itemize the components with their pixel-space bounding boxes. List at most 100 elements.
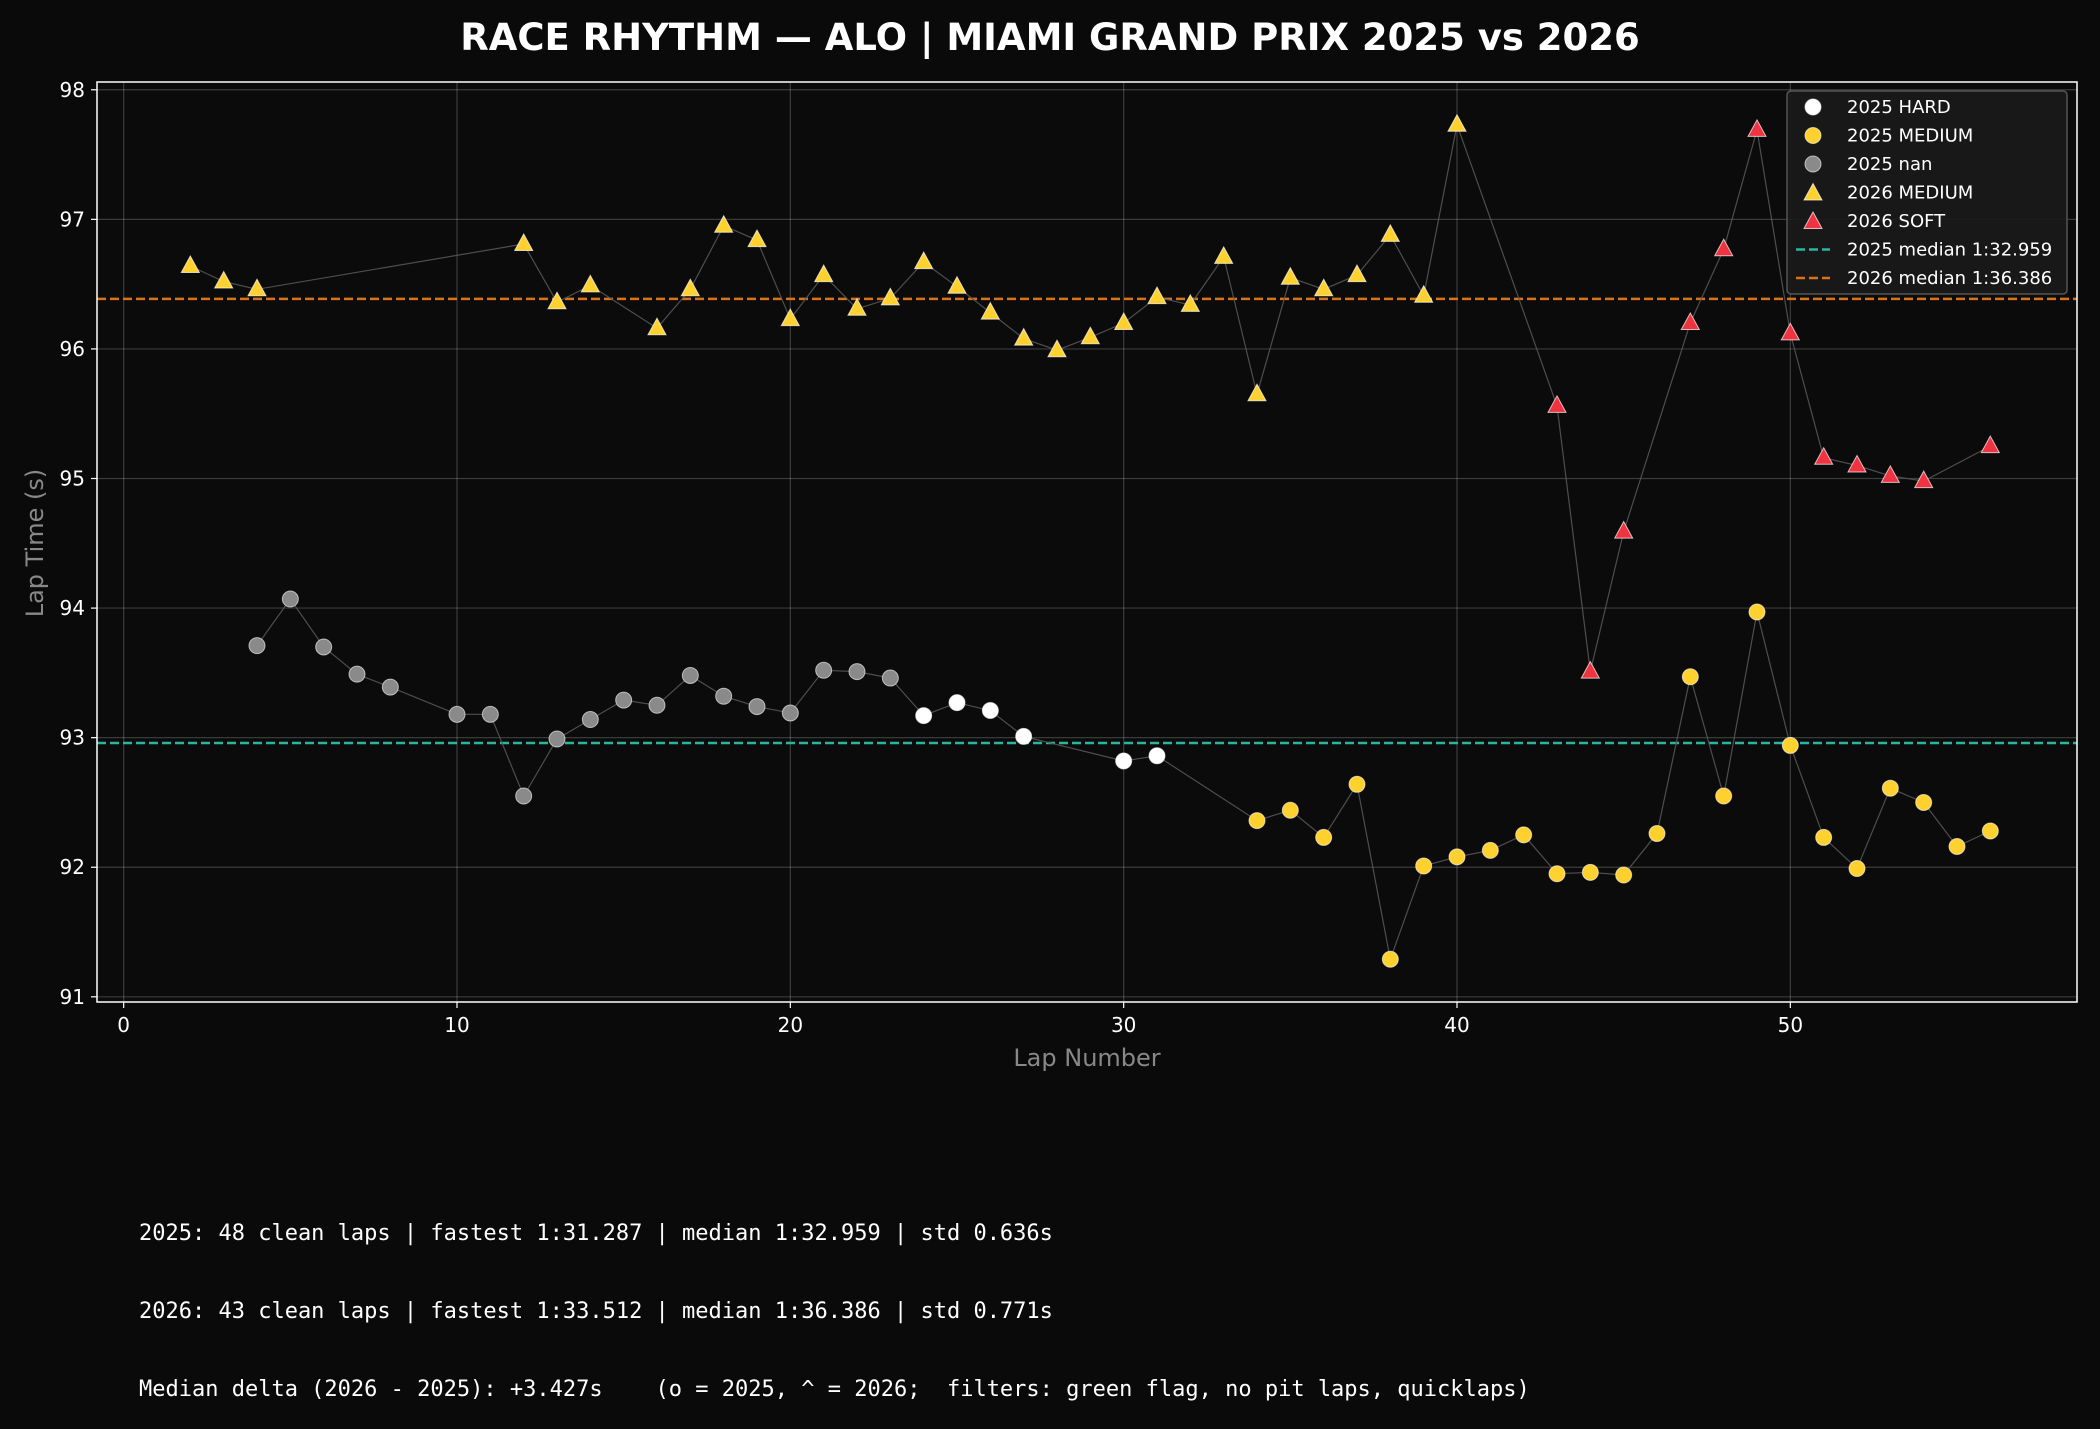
point-2025-nan xyxy=(581,711,599,729)
point-2025-nan xyxy=(881,669,899,687)
x-tick-label: 30 xyxy=(1111,1013,1136,1037)
grid-lines xyxy=(97,82,2077,1002)
point-2025-medium xyxy=(1515,826,1533,844)
point-2026-medium xyxy=(1347,264,1367,283)
point-2026-medium xyxy=(1247,383,1267,402)
point-2026-medium xyxy=(1313,278,1334,297)
point-2025-medium xyxy=(1248,812,1266,830)
point-2025-medium xyxy=(1948,838,1966,856)
point-2025-nan xyxy=(381,678,399,696)
point-2025-nan xyxy=(748,698,766,716)
point-2025-nan xyxy=(515,787,533,805)
y-tick-label: 94 xyxy=(60,596,85,620)
point-2025-nan xyxy=(548,730,566,748)
x-tick-label: 40 xyxy=(1444,1013,1469,1037)
point-2025-medium xyxy=(1548,865,1566,883)
point-2025-medium xyxy=(1781,736,1799,754)
y-tick-label: 96 xyxy=(60,337,85,361)
y-tick-label: 98 xyxy=(60,78,85,102)
point-2026-medium xyxy=(1047,339,1067,358)
point-2026-medium xyxy=(1080,326,1101,345)
point-2025-medium xyxy=(1648,825,1666,843)
point-2025-hard xyxy=(915,707,933,725)
point-2025-nan xyxy=(781,704,799,722)
point-2025-medium xyxy=(1481,841,1499,859)
legend: 2025 HARD 2025 MEDIUM 2025 nan 2026 MEDIUM 2… xyxy=(1786,90,2068,295)
point-2025-hard xyxy=(1015,727,1033,745)
point-2025-nan xyxy=(348,665,366,683)
point-2025-nan xyxy=(681,666,699,684)
race-rhythm-chart: RACE RHYTHM — ALO | MIAMI GRAND PRIX 202… xyxy=(21,16,2078,1072)
point-2026-medium xyxy=(1147,286,1167,305)
point-2026-soft xyxy=(1547,394,1567,413)
point-2025-hard xyxy=(1115,752,1133,770)
point-2025-nan xyxy=(815,661,833,679)
x-axis-label: Lap Number xyxy=(1013,1044,1160,1072)
point-2025-nan xyxy=(248,637,266,655)
point-2026-medium xyxy=(880,287,901,306)
point-2025-nan xyxy=(481,705,499,723)
point-2026-soft xyxy=(1880,464,1901,483)
point-2025-medium xyxy=(1848,860,1866,878)
point-2026-medium xyxy=(1280,266,1301,285)
point-2026-medium xyxy=(1013,327,1034,346)
legend-marker xyxy=(1803,182,1823,201)
y-tick-label: 92 xyxy=(60,855,85,879)
point-2026-medium xyxy=(1113,311,1134,330)
point-2026-medium xyxy=(513,232,534,251)
point-2026-medium xyxy=(180,254,201,273)
point-2025-medium xyxy=(1615,866,1633,884)
y-axis-ticks: 91 92 93 94 95 96 97 98 xyxy=(60,78,97,1009)
summary-line-2026: 2026: 43 clean laps | fastest 1:33.512 |… xyxy=(139,1299,1053,1324)
y-tick-label: 97 xyxy=(60,207,85,231)
point-2025-nan xyxy=(848,663,866,681)
legend-marker xyxy=(1804,98,1822,116)
point-2025-hard xyxy=(948,694,966,712)
legend-label: 2025 HARD xyxy=(1847,97,1951,118)
y-axis-label: Lap Time (s) xyxy=(21,469,49,618)
point-2026-medium xyxy=(947,275,967,294)
x-axis-ticks: 0 10 20 30 40 50 xyxy=(117,1002,1803,1037)
legend-label: 2025 nan xyxy=(1847,154,1932,175)
point-2026-medium xyxy=(747,229,767,248)
y-tick-label: 93 xyxy=(60,726,85,750)
median-lines xyxy=(97,297,2077,745)
point-2025-hard xyxy=(981,701,999,719)
legend-label: 2025 median 1:32.959 xyxy=(1847,240,2052,261)
point-2026-medium xyxy=(580,274,601,293)
plot-area xyxy=(97,82,2077,1002)
point-2025-medium xyxy=(1281,801,1299,819)
point-2025-medium xyxy=(1381,950,1399,968)
point-2026-medium xyxy=(213,270,234,289)
connector-line-2025 xyxy=(256,597,1991,962)
summary-line-delta: Median delta (2026 - 2025): +3.427s (o =… xyxy=(139,1377,1530,1402)
point-2026-soft xyxy=(1813,446,1834,465)
point-2025-medium xyxy=(1415,857,1433,875)
point-2025-medium xyxy=(1448,848,1466,866)
point-2026-soft xyxy=(1713,238,1734,257)
point-2025-medium xyxy=(1881,779,1899,797)
point-2026-medium xyxy=(1447,113,1467,132)
point-2025-nan xyxy=(615,691,633,709)
point-2026-medium xyxy=(1213,245,1234,264)
legend-label: 2025 MEDIUM xyxy=(1847,126,1973,147)
summary-line-2025: 2025: 48 clean laps | fastest 1:31.287 |… xyxy=(139,1221,1053,1246)
point-2026-medium xyxy=(547,291,567,310)
legend-marker xyxy=(1804,155,1822,173)
summary-stats: 2025: 48 clean laps | fastest 1:31.287 |… xyxy=(139,1169,1530,1429)
point-2025-nan xyxy=(648,696,666,714)
x-tick-label: 20 xyxy=(778,1013,803,1037)
point-2025-medium xyxy=(1981,822,1999,840)
x-tick-label: 50 xyxy=(1778,1013,1803,1037)
x-tick-label: 0 xyxy=(117,1013,130,1037)
point-2026-medium xyxy=(813,264,834,283)
plot-frame xyxy=(96,81,2078,1003)
data-markers xyxy=(180,113,2001,968)
point-2025-medium xyxy=(1748,603,1766,621)
y-tick-label: 95 xyxy=(60,467,85,491)
point-2026-medium xyxy=(247,278,267,297)
point-2026-medium xyxy=(1413,284,1434,303)
chart-title: RACE RHYTHM — ALO | MIAMI GRAND PRIX 202… xyxy=(460,16,1639,59)
point-2026-medium xyxy=(980,301,1001,320)
point-2026-medium xyxy=(1180,293,1201,312)
